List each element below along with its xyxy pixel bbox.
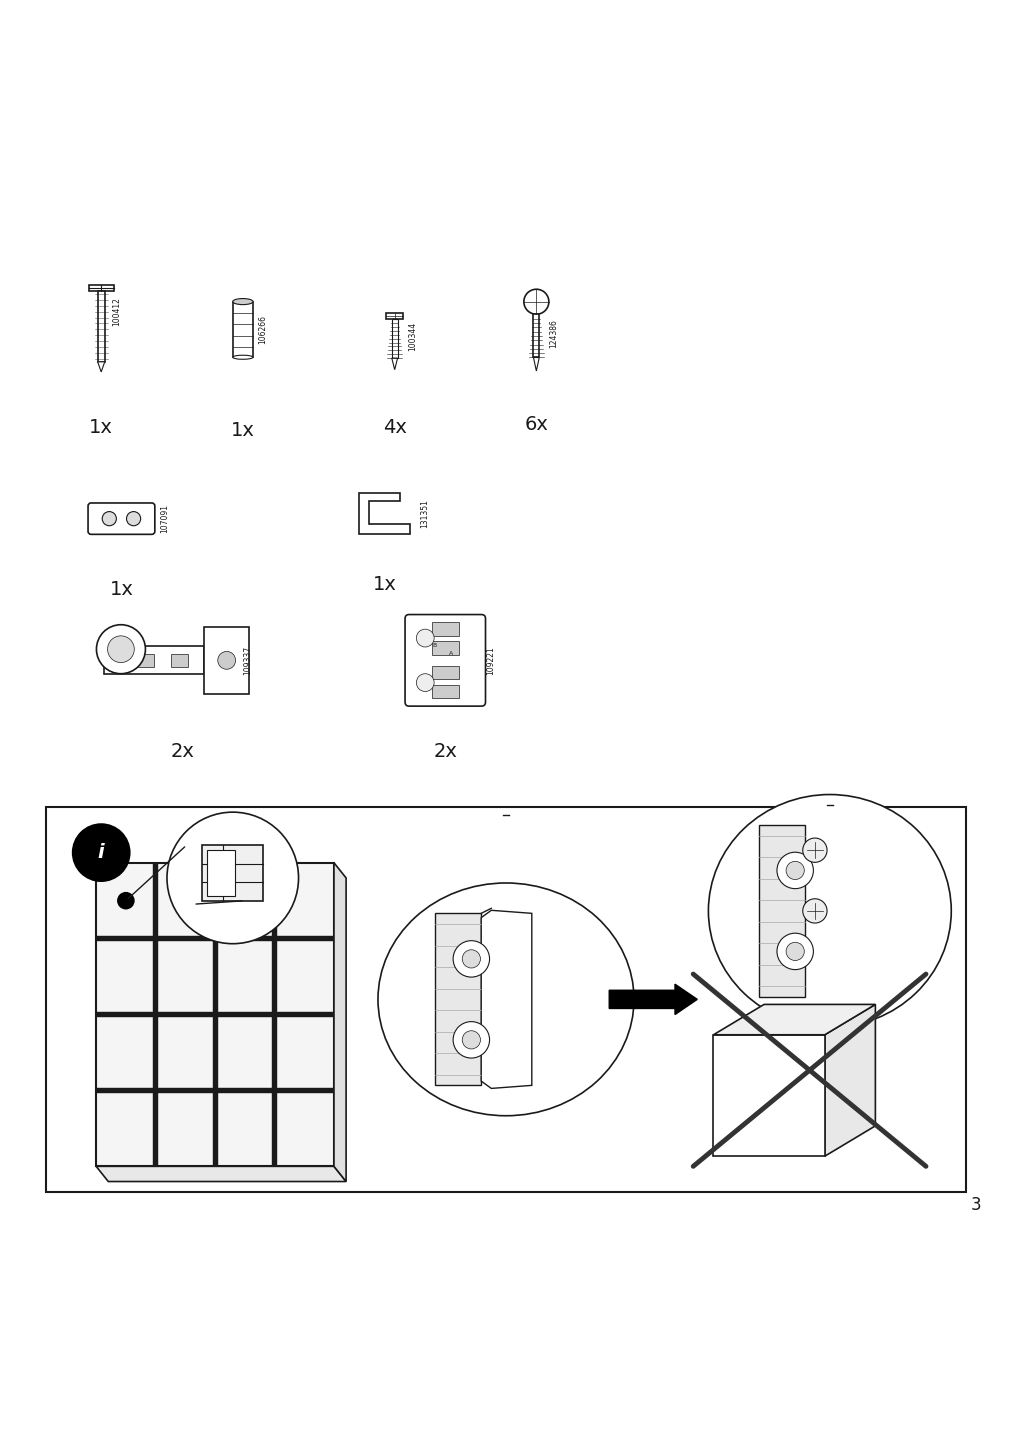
- Circle shape: [786, 942, 804, 961]
- Circle shape: [524, 289, 548, 314]
- Text: B: B: [432, 643, 436, 649]
- Bar: [435, 914, 481, 1085]
- Bar: [432, 666, 458, 679]
- Bar: [207, 851, 235, 895]
- Circle shape: [462, 949, 480, 968]
- Text: 100344: 100344: [407, 322, 417, 351]
- Bar: [96, 1088, 334, 1093]
- Bar: [104, 646, 204, 674]
- Ellipse shape: [377, 884, 633, 1116]
- Ellipse shape: [708, 795, 950, 1027]
- Bar: [137, 653, 154, 667]
- Text: 106266: 106266: [258, 315, 267, 344]
- Circle shape: [802, 838, 826, 862]
- Polygon shape: [533, 358, 539, 371]
- Polygon shape: [713, 1004, 875, 1035]
- Text: A: A: [448, 650, 453, 656]
- Bar: [96, 937, 334, 941]
- Ellipse shape: [233, 298, 253, 305]
- Polygon shape: [96, 1166, 346, 1181]
- Text: i: i: [98, 843, 104, 862]
- Circle shape: [126, 511, 141, 526]
- Circle shape: [107, 636, 134, 663]
- Bar: [89, 285, 114, 291]
- Bar: [153, 862, 158, 1166]
- Bar: [45, 808, 966, 1191]
- Circle shape: [786, 861, 804, 879]
- Bar: [96, 862, 334, 1166]
- Polygon shape: [359, 494, 409, 534]
- Circle shape: [416, 629, 434, 647]
- Polygon shape: [391, 358, 397, 369]
- Text: 2x: 2x: [433, 742, 457, 760]
- Text: 1x: 1x: [109, 580, 133, 599]
- Text: 1x: 1x: [231, 421, 255, 440]
- FancyArrow shape: [609, 984, 697, 1014]
- Bar: [432, 623, 458, 636]
- Bar: [97, 291, 105, 362]
- Text: 107091: 107091: [160, 504, 169, 533]
- Circle shape: [167, 812, 298, 944]
- Text: 100412: 100412: [112, 298, 120, 326]
- Circle shape: [776, 852, 813, 889]
- Bar: [713, 1035, 824, 1156]
- Text: 2x: 2x: [170, 742, 194, 760]
- Ellipse shape: [233, 355, 253, 359]
- Polygon shape: [480, 911, 531, 1088]
- Circle shape: [217, 652, 236, 669]
- Bar: [391, 319, 397, 358]
- Circle shape: [453, 1021, 489, 1058]
- Circle shape: [117, 892, 133, 909]
- Bar: [272, 862, 277, 1166]
- Text: 109221: 109221: [485, 646, 494, 674]
- Text: 4x: 4x: [382, 418, 406, 437]
- Bar: [233, 302, 253, 357]
- Bar: [96, 1012, 334, 1017]
- Text: 109337: 109337: [243, 646, 252, 674]
- Text: 131351: 131351: [420, 500, 429, 528]
- Bar: [758, 825, 804, 997]
- Circle shape: [96, 624, 146, 673]
- Bar: [202, 845, 263, 901]
- Circle shape: [73, 825, 129, 881]
- Circle shape: [453, 941, 489, 977]
- Bar: [204, 627, 249, 693]
- Polygon shape: [824, 1004, 875, 1156]
- Bar: [385, 314, 403, 319]
- Circle shape: [802, 899, 826, 924]
- Bar: [432, 642, 458, 654]
- Text: 1x: 1x: [372, 574, 396, 594]
- Polygon shape: [334, 862, 346, 1181]
- Bar: [212, 862, 217, 1166]
- FancyBboxPatch shape: [404, 614, 485, 706]
- Bar: [533, 314, 539, 358]
- Circle shape: [462, 1031, 480, 1050]
- Polygon shape: [97, 362, 105, 372]
- Bar: [171, 653, 187, 667]
- Circle shape: [776, 934, 813, 969]
- Text: 6x: 6x: [524, 415, 548, 434]
- Circle shape: [416, 673, 434, 692]
- Text: 3: 3: [971, 1196, 981, 1214]
- Text: 1x: 1x: [89, 418, 113, 437]
- Bar: [432, 684, 458, 699]
- Circle shape: [102, 511, 116, 526]
- Text: 124386: 124386: [549, 319, 558, 348]
- FancyBboxPatch shape: [88, 503, 155, 534]
- Circle shape: [237, 892, 253, 909]
